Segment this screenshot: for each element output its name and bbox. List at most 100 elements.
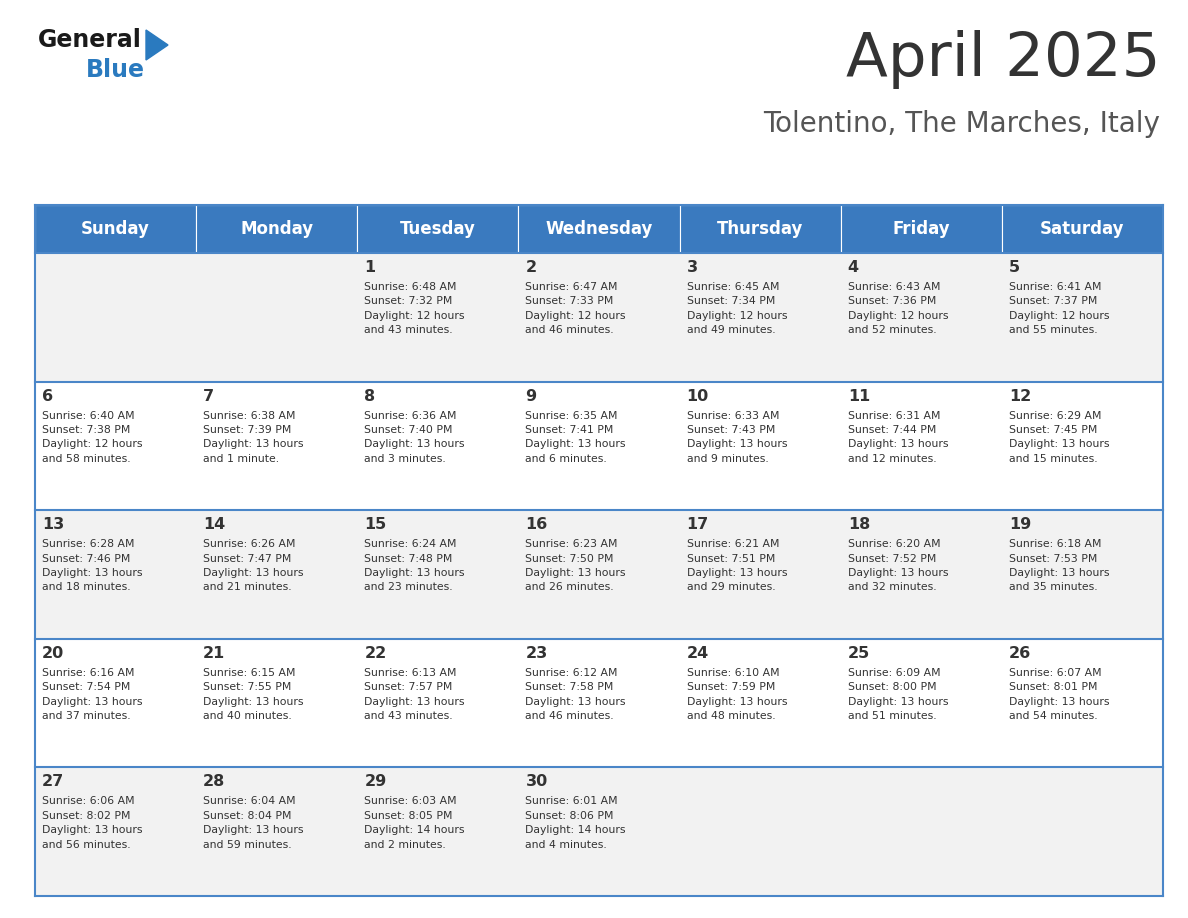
Text: 15: 15 (365, 517, 386, 532)
Text: Sunrise: 6:21 AM
Sunset: 7:51 PM
Daylight: 13 hours
and 29 minutes.: Sunrise: 6:21 AM Sunset: 7:51 PM Dayligh… (687, 539, 788, 592)
Text: 13: 13 (42, 517, 64, 532)
Bar (34, 382, 196, 510)
Text: Sunrise: 6:28 AM
Sunset: 7:46 PM
Daylight: 13 hours
and 18 minutes.: Sunrise: 6:28 AM Sunset: 7:46 PM Dayligh… (42, 539, 143, 592)
Bar (34, 510, 196, 639)
Bar (680, 510, 841, 639)
Text: Thursday: Thursday (716, 220, 803, 238)
Text: 12: 12 (1009, 388, 1031, 404)
Text: Wednesday: Wednesday (545, 220, 652, 238)
Text: Sunrise: 6:01 AM
Sunset: 8:06 PM
Daylight: 14 hours
and 4 minutes.: Sunrise: 6:01 AM Sunset: 8:06 PM Dayligh… (525, 797, 626, 849)
Text: 3: 3 (687, 260, 697, 275)
Bar (518, 639, 680, 767)
Text: Sunrise: 6:38 AM
Sunset: 7:39 PM
Daylight: 13 hours
and 1 minute.: Sunrise: 6:38 AM Sunset: 7:39 PM Dayligh… (203, 410, 304, 464)
Text: Friday: Friday (892, 220, 950, 238)
Text: Monday: Monday (240, 220, 314, 238)
Text: Sunrise: 6:03 AM
Sunset: 8:05 PM
Daylight: 14 hours
and 2 minutes.: Sunrise: 6:03 AM Sunset: 8:05 PM Dayligh… (365, 797, 465, 849)
Bar (680, 205, 841, 253)
Bar (34, 205, 196, 253)
Bar (196, 767, 358, 896)
Text: Sunrise: 6:29 AM
Sunset: 7:45 PM
Daylight: 13 hours
and 15 minutes.: Sunrise: 6:29 AM Sunset: 7:45 PM Dayligh… (1009, 410, 1110, 464)
Text: 23: 23 (525, 645, 548, 661)
Bar (358, 767, 518, 896)
Text: 22: 22 (365, 645, 386, 661)
Text: Sunrise: 6:26 AM
Sunset: 7:47 PM
Daylight: 13 hours
and 21 minutes.: Sunrise: 6:26 AM Sunset: 7:47 PM Dayligh… (203, 539, 304, 592)
Bar (841, 205, 1001, 253)
Text: Sunrise: 6:18 AM
Sunset: 7:53 PM
Daylight: 13 hours
and 35 minutes.: Sunrise: 6:18 AM Sunset: 7:53 PM Dayligh… (1009, 539, 1110, 592)
Text: Sunrise: 6:24 AM
Sunset: 7:48 PM
Daylight: 13 hours
and 23 minutes.: Sunrise: 6:24 AM Sunset: 7:48 PM Dayligh… (365, 539, 465, 592)
Text: 2: 2 (525, 260, 537, 275)
Text: 11: 11 (848, 388, 870, 404)
Text: 4: 4 (848, 260, 859, 275)
Text: Sunrise: 6:07 AM
Sunset: 8:01 PM
Daylight: 13 hours
and 54 minutes.: Sunrise: 6:07 AM Sunset: 8:01 PM Dayligh… (1009, 667, 1110, 721)
Text: 25: 25 (848, 645, 870, 661)
Bar (518, 382, 680, 510)
Bar (34, 253, 196, 382)
Bar (680, 253, 841, 382)
Text: 19: 19 (1009, 517, 1031, 532)
Text: Sunrise: 6:33 AM
Sunset: 7:43 PM
Daylight: 13 hours
and 9 minutes.: Sunrise: 6:33 AM Sunset: 7:43 PM Dayligh… (687, 410, 788, 464)
Text: 14: 14 (203, 517, 226, 532)
Bar (841, 639, 1001, 767)
Text: Blue: Blue (86, 58, 145, 82)
Text: 5: 5 (1009, 260, 1020, 275)
Bar (1001, 639, 1163, 767)
Text: Sunrise: 6:41 AM
Sunset: 7:37 PM
Daylight: 12 hours
and 55 minutes.: Sunrise: 6:41 AM Sunset: 7:37 PM Dayligh… (1009, 282, 1110, 335)
Text: 21: 21 (203, 645, 226, 661)
Text: 28: 28 (203, 775, 226, 789)
Bar (1001, 253, 1163, 382)
Text: Sunrise: 6:47 AM
Sunset: 7:33 PM
Daylight: 12 hours
and 46 minutes.: Sunrise: 6:47 AM Sunset: 7:33 PM Dayligh… (525, 282, 626, 335)
Text: Sunrise: 6:10 AM
Sunset: 7:59 PM
Daylight: 13 hours
and 48 minutes.: Sunrise: 6:10 AM Sunset: 7:59 PM Dayligh… (687, 667, 788, 721)
Text: Sunrise: 6:23 AM
Sunset: 7:50 PM
Daylight: 13 hours
and 26 minutes.: Sunrise: 6:23 AM Sunset: 7:50 PM Dayligh… (525, 539, 626, 592)
Text: Tolentino, The Marches, Italy: Tolentino, The Marches, Italy (763, 110, 1159, 138)
Text: 20: 20 (42, 645, 64, 661)
Text: General: General (38, 28, 141, 52)
Bar (358, 205, 518, 253)
Bar (196, 510, 358, 639)
Bar (196, 382, 358, 510)
Bar (196, 205, 358, 253)
Text: 27: 27 (42, 775, 64, 789)
Bar (34, 767, 196, 896)
Text: Sunrise: 6:43 AM
Sunset: 7:36 PM
Daylight: 12 hours
and 52 minutes.: Sunrise: 6:43 AM Sunset: 7:36 PM Dayligh… (848, 282, 948, 335)
Bar (518, 205, 680, 253)
Bar (518, 767, 680, 896)
Text: Sunday: Sunday (81, 220, 150, 238)
Bar (841, 253, 1001, 382)
Text: 10: 10 (687, 388, 709, 404)
Text: Sunrise: 6:12 AM
Sunset: 7:58 PM
Daylight: 13 hours
and 46 minutes.: Sunrise: 6:12 AM Sunset: 7:58 PM Dayligh… (525, 667, 626, 721)
Bar (1001, 510, 1163, 639)
Text: 16: 16 (525, 517, 548, 532)
Bar (1001, 767, 1163, 896)
Text: Sunrise: 6:45 AM
Sunset: 7:34 PM
Daylight: 12 hours
and 49 minutes.: Sunrise: 6:45 AM Sunset: 7:34 PM Dayligh… (687, 282, 788, 335)
Text: Saturday: Saturday (1041, 220, 1125, 238)
Text: 24: 24 (687, 645, 709, 661)
Text: April 2025: April 2025 (846, 30, 1159, 89)
Text: Sunrise: 6:09 AM
Sunset: 8:00 PM
Daylight: 13 hours
and 51 minutes.: Sunrise: 6:09 AM Sunset: 8:00 PM Dayligh… (848, 667, 948, 721)
Bar (1001, 205, 1163, 253)
Text: Sunrise: 6:40 AM
Sunset: 7:38 PM
Daylight: 12 hours
and 58 minutes.: Sunrise: 6:40 AM Sunset: 7:38 PM Dayligh… (42, 410, 143, 464)
Bar (358, 382, 518, 510)
Text: Sunrise: 6:36 AM
Sunset: 7:40 PM
Daylight: 13 hours
and 3 minutes.: Sunrise: 6:36 AM Sunset: 7:40 PM Dayligh… (365, 410, 465, 464)
Text: Sunrise: 6:20 AM
Sunset: 7:52 PM
Daylight: 13 hours
and 32 minutes.: Sunrise: 6:20 AM Sunset: 7:52 PM Dayligh… (848, 539, 948, 592)
Bar (518, 253, 680, 382)
Text: 18: 18 (848, 517, 870, 532)
Polygon shape (146, 30, 168, 60)
Bar (358, 253, 518, 382)
Bar (34, 639, 196, 767)
Bar (680, 767, 841, 896)
Text: 9: 9 (525, 388, 537, 404)
Text: Sunrise: 6:04 AM
Sunset: 8:04 PM
Daylight: 13 hours
and 59 minutes.: Sunrise: 6:04 AM Sunset: 8:04 PM Dayligh… (203, 797, 304, 849)
Bar (196, 253, 358, 382)
Text: 30: 30 (525, 775, 548, 789)
Text: 8: 8 (365, 388, 375, 404)
Text: Sunrise: 6:48 AM
Sunset: 7:32 PM
Daylight: 12 hours
and 43 minutes.: Sunrise: 6:48 AM Sunset: 7:32 PM Dayligh… (365, 282, 465, 335)
Text: 7: 7 (203, 388, 214, 404)
Bar (358, 510, 518, 639)
Text: Sunrise: 6:31 AM
Sunset: 7:44 PM
Daylight: 13 hours
and 12 minutes.: Sunrise: 6:31 AM Sunset: 7:44 PM Dayligh… (848, 410, 948, 464)
Text: Sunrise: 6:15 AM
Sunset: 7:55 PM
Daylight: 13 hours
and 40 minutes.: Sunrise: 6:15 AM Sunset: 7:55 PM Dayligh… (203, 667, 304, 721)
Text: 1: 1 (365, 260, 375, 275)
Bar (518, 510, 680, 639)
Bar (1001, 382, 1163, 510)
Text: 29: 29 (365, 775, 386, 789)
Bar (680, 382, 841, 510)
